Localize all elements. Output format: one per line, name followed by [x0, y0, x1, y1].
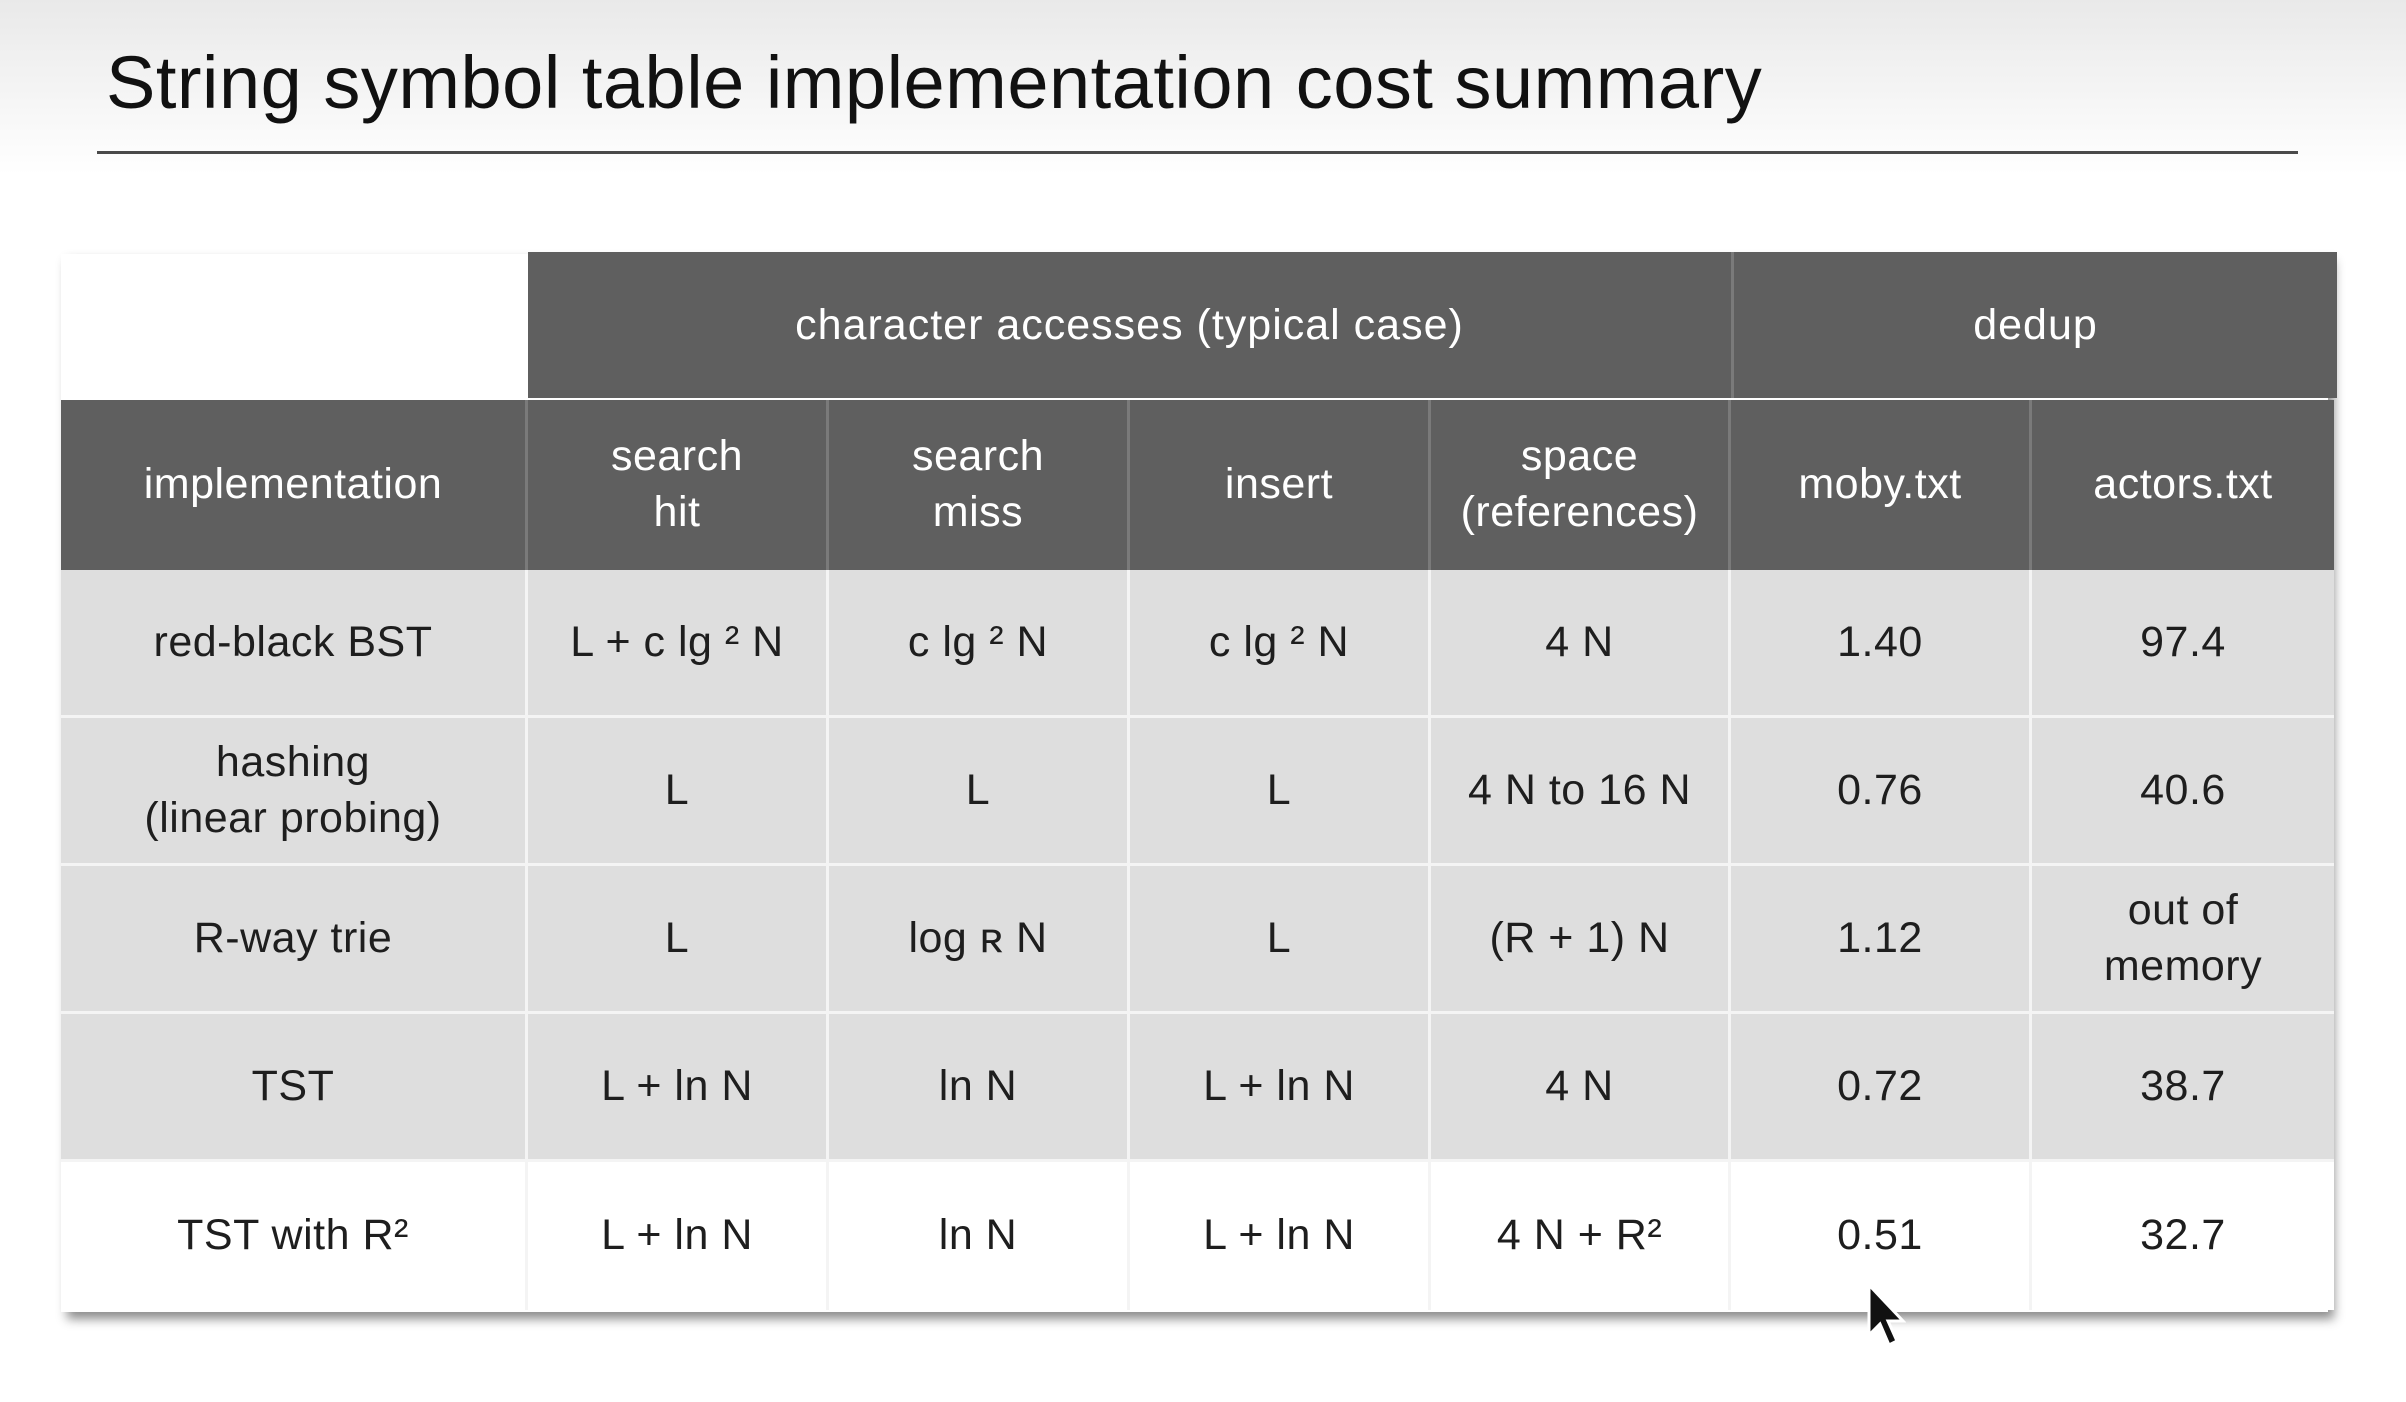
table-cell-insert: L	[1130, 866, 1431, 1014]
table-cell-space: 4 N + R²	[1431, 1162, 1731, 1310]
table-cell-moby: 0.72	[1731, 1014, 2032, 1162]
col-header-implementation: implementation	[61, 400, 528, 570]
title-rule	[97, 151, 2298, 154]
table-cell-moby: 0.51	[1731, 1162, 2032, 1310]
table-cell-insert: L	[1130, 718, 1431, 866]
table-cell-moby: 1.40	[1731, 570, 2032, 718]
table-cell-space: 4 N to 16 N	[1431, 718, 1731, 866]
slide-top-fade	[0, 0, 2406, 175]
table-cell-actors: 38.7	[2032, 1014, 2334, 1162]
table-cell-search-hit: L + ln N	[528, 1162, 829, 1310]
table-cell-space: 4 N	[1431, 1014, 1731, 1162]
col-header-moby: moby.txt	[1731, 400, 2032, 570]
table-cell-actors: out of memory	[2032, 866, 2334, 1014]
table-cell-insert: L + ln N	[1130, 1014, 1431, 1162]
table-cell-moby: 0.76	[1731, 718, 2032, 866]
table-cell-search-miss: ln N	[829, 1162, 1130, 1310]
slide-title: String symbol table implementation cost …	[106, 41, 1763, 124]
table-cell-implementation: hashing (linear probing)	[61, 718, 528, 866]
table-cell-search-hit: L	[528, 866, 829, 1014]
cost-summary-table: character accesses (typical case) dedup …	[61, 252, 2337, 1312]
group-header-dedup: dedup	[1731, 252, 2337, 398]
col-header-insert: insert	[1130, 400, 1431, 570]
table-cell-search-miss: c lg ² N	[829, 570, 1130, 718]
table-cell-search-hit: L + c lg ² N	[528, 570, 829, 718]
table-cell-implementation: TST with R²	[61, 1162, 528, 1310]
table-cell-implementation: TST	[61, 1014, 528, 1162]
table-cell-space: (R + 1) N	[1431, 866, 1731, 1014]
table-cell-insert: L + ln N	[1130, 1162, 1431, 1310]
table-cell-search-miss: ln N	[829, 1014, 1130, 1162]
table-grid: implementation search hit search miss in…	[61, 400, 2334, 1310]
table-cell-search-hit: L	[528, 718, 829, 866]
table-cell-actors: 97.4	[2032, 570, 2334, 718]
table-cell-insert: c lg ² N	[1130, 570, 1431, 718]
table-cell-implementation: R-way trie	[61, 866, 528, 1014]
table-cell-actors: 32.7	[2032, 1162, 2334, 1310]
group-header-character-accesses: character accesses (typical case)	[528, 252, 1731, 398]
col-header-actors: actors.txt	[2032, 400, 2334, 570]
table-cell-search-miss: log ʀ N	[829, 866, 1130, 1014]
col-header-space: space (references)	[1431, 400, 1731, 570]
table-cell-implementation: red-black BST	[61, 570, 528, 718]
col-header-search-miss: search miss	[829, 400, 1130, 570]
table-cell-actors: 40.6	[2032, 718, 2334, 866]
table-cell-search-hit: L + ln N	[528, 1014, 829, 1162]
table-cell-moby: 1.12	[1731, 866, 2032, 1014]
table-cell-space: 4 N	[1431, 570, 1731, 718]
table-cell-search-miss: L	[829, 718, 1130, 866]
col-header-search-hit: search hit	[528, 400, 829, 570]
mouse-cursor-icon	[1867, 1283, 1906, 1348]
